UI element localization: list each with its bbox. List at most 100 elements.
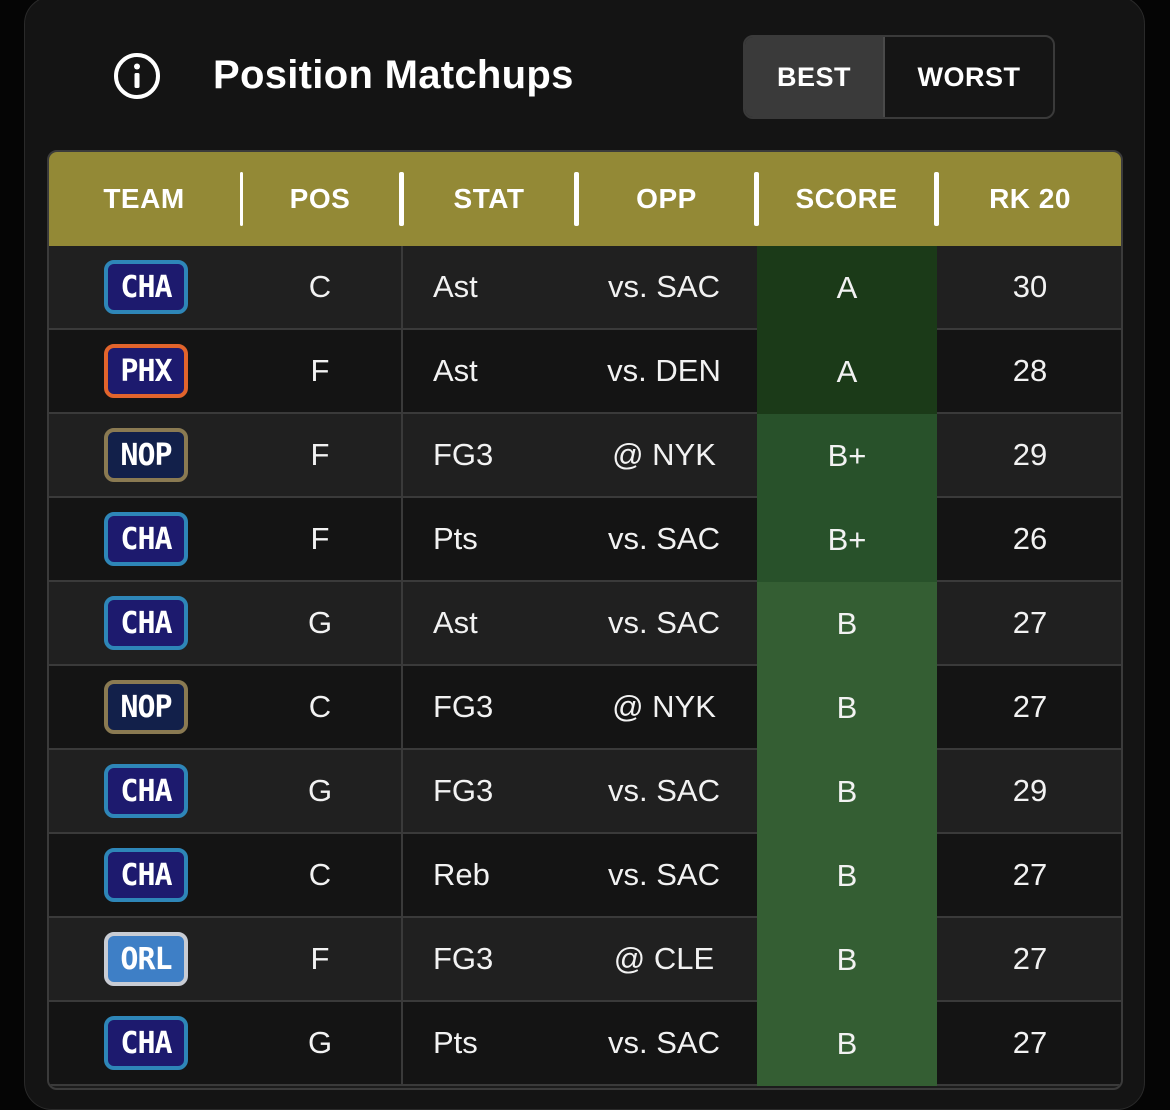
score-grade-cell: B <box>757 666 937 750</box>
team-cell: CHA <box>49 750 243 832</box>
opponent-cell: vs. SAC <box>608 521 720 556</box>
pos-cell: F <box>310 521 330 556</box>
table-row[interactable]: CHA C Reb vs. SAC B 27 <box>49 834 1121 918</box>
rank-cell: 27 <box>1012 689 1048 724</box>
rank-cell: 27 <box>1012 1025 1048 1060</box>
pos-cell: F <box>310 353 330 388</box>
column-divider <box>574 172 579 226</box>
score-grade-cell: B <box>757 582 937 666</box>
column-header-score[interactable]: SCORE <box>795 183 898 214</box>
info-icon[interactable] <box>113 52 161 100</box>
column-divider <box>934 172 939 226</box>
team-cell: CHA <box>49 246 243 328</box>
table-row[interactable]: NOP C FG3 @ NYK B 27 <box>49 666 1121 750</box>
table-row[interactable]: CHA C Ast vs. SAC A 30 <box>49 246 1121 330</box>
best-worst-toggle: BEST WORST <box>743 35 1055 119</box>
stat-cell: FG3 <box>433 773 494 808</box>
team-cell: CHA <box>49 498 243 580</box>
stat-cell: FG3 <box>433 689 494 724</box>
score-grade-cell: B+ <box>757 414 937 498</box>
score-grade-cell: A <box>757 330 937 414</box>
team-logo-badge[interactable]: NOP <box>104 680 188 734</box>
column-divider <box>399 172 404 226</box>
opponent-cell: @ CLE <box>613 941 715 976</box>
column-header-opp[interactable]: OPP <box>636 183 697 214</box>
pos-cell: G <box>307 773 333 808</box>
rank-cell: 28 <box>1012 353 1048 388</box>
rank-cell: 27 <box>1012 941 1048 976</box>
team-logo-badge[interactable]: CHA <box>104 260 188 314</box>
team-logo-badge[interactable]: CHA <box>104 1016 188 1070</box>
pos-cell: F <box>310 437 330 472</box>
table-row[interactable]: ORL F FG3 @ CLE B 27 <box>49 918 1121 1002</box>
team-cell: CHA <box>49 1002 243 1084</box>
team-cell: ORL <box>49 918 243 1000</box>
column-separator <box>401 666 403 748</box>
team-cell: PHX <box>49 330 243 412</box>
opponent-cell: vs. SAC <box>608 269 720 304</box>
column-header-stat[interactable]: STAT <box>453 183 525 214</box>
opponent-cell: @ NYK <box>612 689 716 724</box>
rank-cell: 29 <box>1012 773 1048 808</box>
stat-cell: Ast <box>433 269 478 304</box>
pos-cell: F <box>310 941 330 976</box>
pos-cell: C <box>308 857 332 892</box>
table-row[interactable]: PHX F Ast vs. DEN A 28 <box>49 330 1121 414</box>
table-row[interactable]: CHA G FG3 vs. SAC B 29 <box>49 750 1121 834</box>
opponent-cell: vs. SAC <box>608 857 720 892</box>
team-logo-badge[interactable]: NOP <box>104 428 188 482</box>
opponent-cell: vs. DEN <box>607 353 721 388</box>
stat-cell: Ast <box>433 353 478 388</box>
score-grade-cell: B <box>757 1002 937 1086</box>
stat-cell: Reb <box>433 857 490 892</box>
rank-cell: 30 <box>1012 269 1048 304</box>
column-separator <box>401 750 403 832</box>
column-separator <box>401 834 403 916</box>
opponent-cell: vs. SAC <box>608 1025 720 1060</box>
table-header-row: TEAM POS STAT OPP SCORE RK 20 <box>49 152 1121 246</box>
pos-cell: C <box>308 269 332 304</box>
stat-cell: Ast <box>433 605 478 640</box>
table-row[interactable]: CHA G Ast vs. SAC B 27 <box>49 582 1121 666</box>
team-logo-badge[interactable]: CHA <box>104 596 188 650</box>
column-separator <box>401 918 403 1000</box>
team-logo-badge[interactable]: CHA <box>104 764 188 818</box>
best-toggle-button[interactable]: BEST <box>745 37 885 117</box>
card-header: Position Matchups BEST WORST <box>25 0 1144 147</box>
pos-cell: G <box>307 1025 333 1060</box>
matchups-table: TEAM POS STAT OPP SCORE RK 20 CHA C Ast vs.… <box>47 150 1123 1090</box>
column-header-rank[interactable]: RK 20 <box>989 183 1071 214</box>
column-header-team[interactable]: TEAM <box>103 183 185 214</box>
pos-cell: G <box>307 605 333 640</box>
team-cell: CHA <box>49 834 243 916</box>
column-separator <box>401 1002 403 1084</box>
column-separator <box>401 246 403 328</box>
column-separator <box>401 414 403 496</box>
team-logo-badge[interactable]: ORL <box>104 932 188 986</box>
stat-cell: FG3 <box>433 437 494 472</box>
worst-toggle-button[interactable]: WORST <box>917 61 1021 92</box>
card-title: Position Matchups <box>213 53 574 97</box>
score-grade-cell: B+ <box>757 498 937 582</box>
score-grade-cell: B <box>757 918 937 1002</box>
column-header-pos[interactable]: POS <box>289 183 351 214</box>
score-grade-cell: B <box>757 834 937 918</box>
rank-cell: 27 <box>1012 857 1048 892</box>
table-row[interactable]: NOP F FG3 @ NYK B+ 29 <box>49 414 1121 498</box>
stat-cell: FG3 <box>433 941 494 976</box>
team-logo-badge[interactable]: PHX <box>104 344 188 398</box>
position-matchups-card: Position Matchups BEST WORST TEAM POS ST… <box>24 0 1145 1110</box>
table-row[interactable]: CHA F Pts vs. SAC B+ 26 <box>49 498 1121 582</box>
rank-cell: 29 <box>1012 437 1048 472</box>
column-separator <box>401 330 403 412</box>
team-logo-badge[interactable]: CHA <box>104 512 188 566</box>
table-row[interactable]: CHA G Pts vs. SAC B 27 <box>49 1002 1121 1086</box>
column-divider <box>240 172 243 226</box>
pos-cell: C <box>308 689 332 724</box>
column-separator <box>401 498 403 580</box>
opponent-cell: vs. SAC <box>608 605 720 640</box>
team-cell: NOP <box>49 414 243 496</box>
team-cell: CHA <box>49 582 243 664</box>
team-logo-badge[interactable]: CHA <box>104 848 188 902</box>
score-grade-cell: A <box>757 246 937 330</box>
